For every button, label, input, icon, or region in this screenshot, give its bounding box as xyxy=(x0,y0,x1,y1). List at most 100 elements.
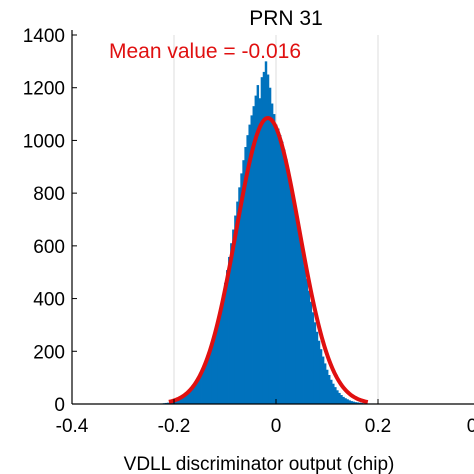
histogram-bar xyxy=(228,256,231,404)
histogram-bar xyxy=(285,158,288,404)
histogram-bar xyxy=(305,278,309,404)
histogram-bars xyxy=(160,61,380,405)
mean-value-annotation: Mean value = -0.016 xyxy=(109,40,301,63)
x-tick-label: -0.4 xyxy=(56,416,89,437)
histogram-bar xyxy=(307,290,311,404)
histogram-bar xyxy=(221,294,225,404)
histogram-bar xyxy=(244,147,247,404)
histogram-bar xyxy=(191,388,194,404)
histogram-bar xyxy=(346,399,349,404)
histogram-bar xyxy=(236,201,239,404)
histogram-bar xyxy=(175,400,178,404)
histogram-bar xyxy=(270,103,274,405)
histogram-bar xyxy=(226,270,229,404)
histogram-bar xyxy=(254,95,258,404)
axes xyxy=(71,30,474,405)
histogram-bar xyxy=(332,383,335,404)
x-tick-label: 0.4 xyxy=(467,416,474,437)
histogram-bar xyxy=(209,349,213,404)
histogram-bar xyxy=(264,61,268,404)
histogram-bar xyxy=(219,305,223,404)
histogram-bar xyxy=(250,115,253,404)
histogram-bar xyxy=(248,124,251,404)
histogram-bar xyxy=(338,392,341,404)
histogram-bar xyxy=(279,135,282,404)
histogram-bar xyxy=(291,191,294,404)
histogram-bar xyxy=(301,253,304,404)
histogram-bar xyxy=(193,386,196,404)
histogram-bar xyxy=(309,301,313,404)
histogram-bar xyxy=(348,400,351,404)
histogram-bar xyxy=(274,124,278,404)
y-axis-ticks: 0 200 400 600 800 1000 1200 1400 xyxy=(23,26,77,416)
histogram-bar xyxy=(293,203,296,404)
histogram-bar xyxy=(262,71,266,405)
histogram-bar xyxy=(183,396,186,404)
histogram-bar xyxy=(303,266,306,404)
histogram-bar xyxy=(232,229,235,404)
histogram-bar xyxy=(283,149,286,404)
histogram-bar xyxy=(297,228,300,404)
histogram-bar xyxy=(313,322,317,404)
histogram-bar xyxy=(260,77,264,405)
histogram-bar xyxy=(166,402,170,404)
histogram-bar xyxy=(317,340,321,404)
histogram-bar xyxy=(181,397,184,404)
y-tick-label: 0 xyxy=(54,395,65,416)
histogram-bar xyxy=(323,363,327,404)
chart-title: PRN 31 xyxy=(249,7,323,30)
histogram-bar xyxy=(268,87,272,404)
histogram-bar xyxy=(230,243,233,404)
histogram-bar xyxy=(223,282,227,404)
y-tick-label: 400 xyxy=(33,290,65,311)
histogram-bar xyxy=(334,387,337,404)
histogram-bar xyxy=(195,382,198,404)
histogram-bar xyxy=(258,98,262,404)
x-tick-label: 0 xyxy=(271,416,282,437)
histogram-bar xyxy=(321,356,325,404)
histogram-bar xyxy=(252,106,255,405)
histogram-bar xyxy=(207,356,211,404)
histogram-bar xyxy=(336,390,339,404)
histogram-bar xyxy=(344,398,347,404)
y-tick-label: 600 xyxy=(33,237,65,258)
histogram-bar xyxy=(215,326,219,404)
histogram-bar xyxy=(242,160,245,404)
histogram-bar xyxy=(177,399,180,404)
histogram-bar xyxy=(179,398,182,404)
histogram-bar xyxy=(213,334,217,404)
histogram-bar xyxy=(199,376,202,404)
histogram-bar xyxy=(328,375,331,404)
histogram-bar xyxy=(356,402,360,404)
histogram-bar xyxy=(238,187,241,404)
histogram-bar xyxy=(201,371,204,404)
histogram-bar xyxy=(350,401,353,404)
histogram-bar xyxy=(287,169,290,404)
histogram-bar xyxy=(246,135,249,404)
histogram-bar xyxy=(281,141,284,404)
x-tick-label: -0.2 xyxy=(158,416,191,437)
histogram-bar xyxy=(189,390,192,404)
histogram-bar xyxy=(272,114,276,405)
gaussian-fit-curve xyxy=(168,116,369,405)
histogram-bar xyxy=(289,179,292,404)
histogram-bar xyxy=(354,402,357,404)
y-tick-label: 1400 xyxy=(23,26,65,47)
histogram-bar xyxy=(277,128,280,404)
x-axis-ticks: -0.4 -0.2 0 0.2 0.4 xyxy=(56,399,474,437)
histogram-bar xyxy=(311,312,315,404)
y-tick-label: 1200 xyxy=(23,79,65,100)
histogram-bar xyxy=(240,173,243,404)
histogram-bar xyxy=(205,362,209,404)
x-axis-label: VDLL discriminator output (chip) xyxy=(124,454,395,474)
histogram-bar xyxy=(342,396,345,404)
histogram-bar xyxy=(211,342,215,404)
histogram-bar xyxy=(358,402,362,404)
histogram-bar xyxy=(315,331,319,404)
histogram-bar xyxy=(197,379,200,404)
histogram-bar xyxy=(295,216,298,404)
histogram-bar xyxy=(217,316,221,404)
y-tick-label: 1000 xyxy=(23,131,65,152)
histogram-bar xyxy=(203,367,207,404)
